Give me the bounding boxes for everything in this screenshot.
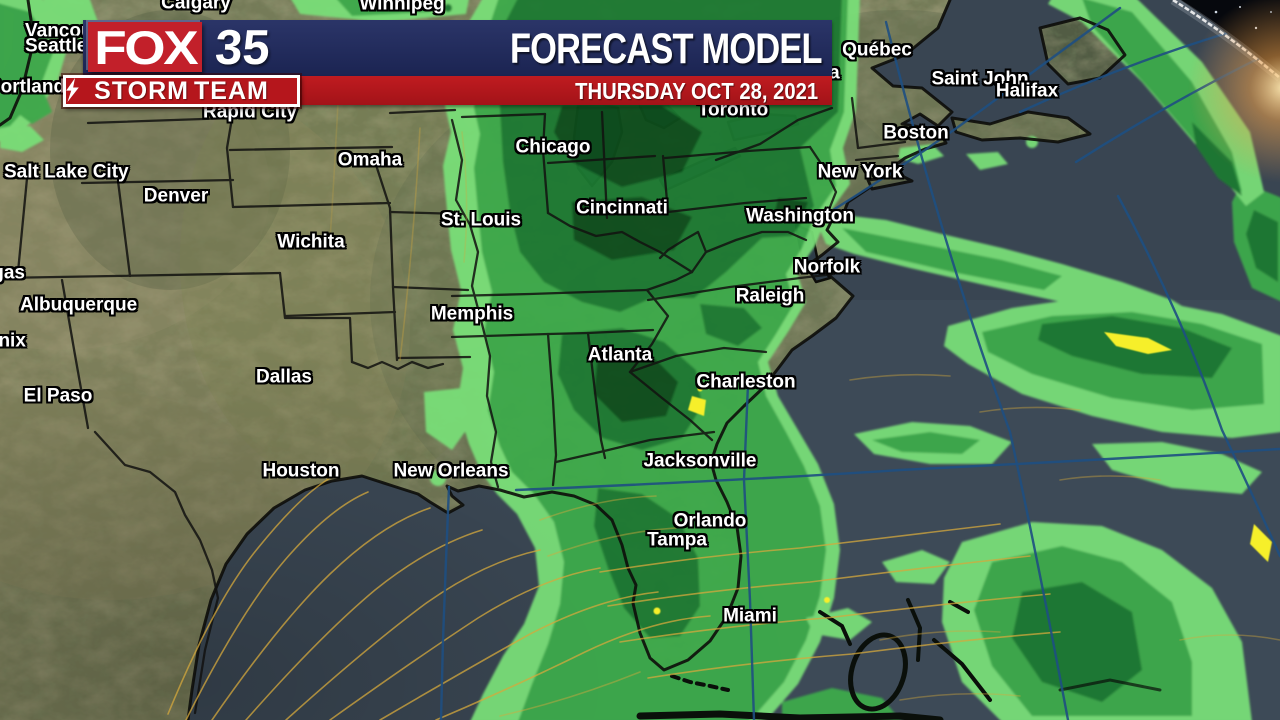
forecast-date: THURSDAY OCT 28, 2021 bbox=[575, 78, 818, 104]
state-borders bbox=[0, 96, 907, 715]
earth-horizon bbox=[1170, 0, 1280, 183]
fox-logo: FOX bbox=[88, 22, 202, 72]
header-date-bar: THURSDAY OCT 28, 2021 bbox=[298, 76, 832, 105]
header-banner: FORECAST MODEL bbox=[83, 20, 832, 76]
lightning-bolt-icon bbox=[66, 78, 79, 102]
fox-logo-text: FOX bbox=[93, 20, 198, 74]
storm-team-badge: STORM TEAM bbox=[63, 75, 300, 107]
coastline-borders bbox=[0, 0, 1127, 720]
team-label: TEAM bbox=[194, 76, 269, 105]
sun-glow bbox=[1188, 0, 1280, 183]
channel-number: 35 bbox=[213, 21, 272, 75]
precip-max-spots bbox=[653, 332, 1272, 615]
storm-label: STORM bbox=[94, 76, 189, 105]
page-title: FORECAST MODEL bbox=[510, 25, 823, 73]
